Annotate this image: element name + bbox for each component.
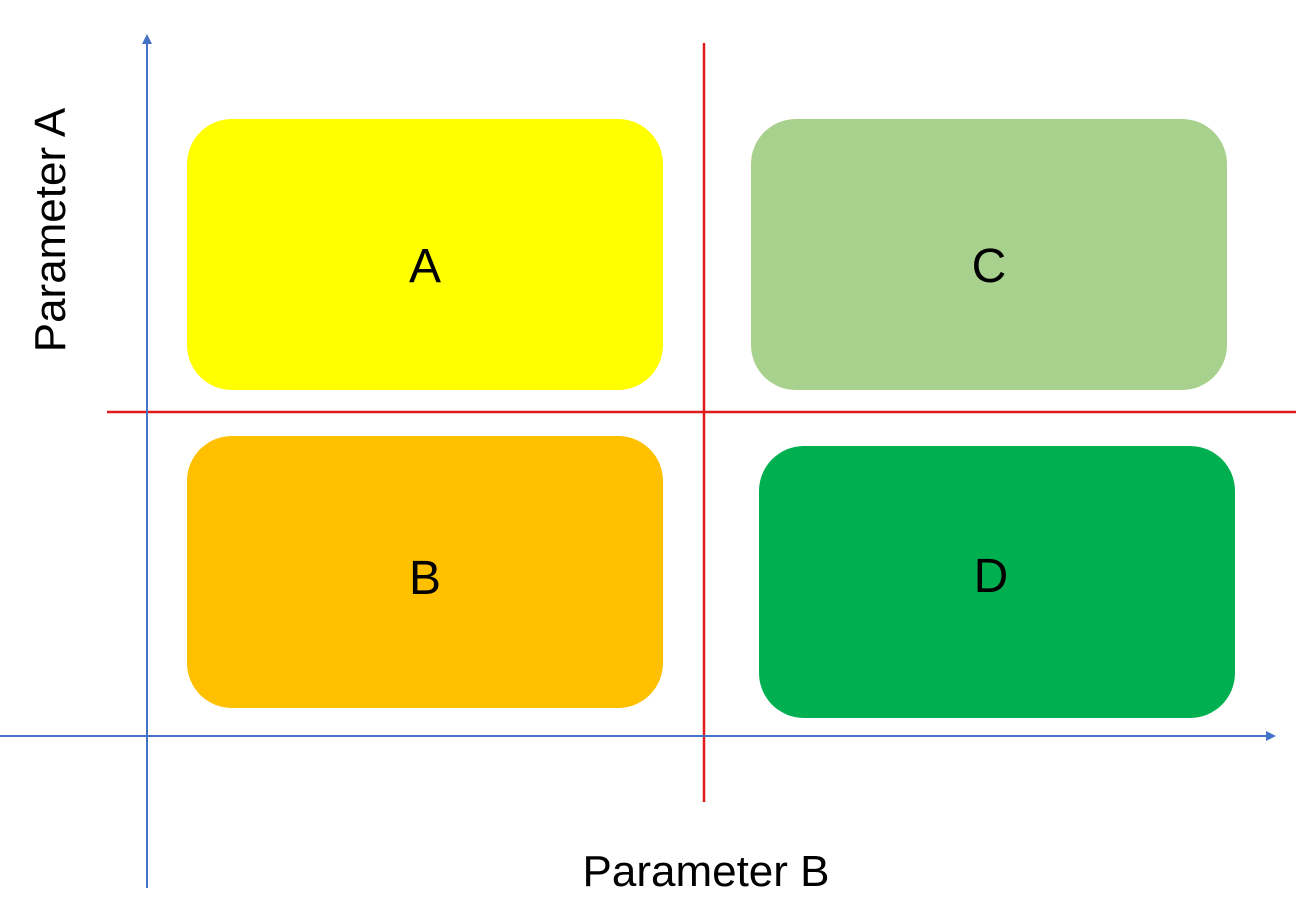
y-axis-label: Parameter A bbox=[26, 107, 75, 352]
quadrant-box-a bbox=[187, 119, 663, 390]
quadrant-label-a: A bbox=[409, 240, 441, 293]
quadrant-box-b bbox=[187, 436, 663, 708]
quadrant-box-c bbox=[751, 119, 1227, 390]
x-axis-label: Parameter B bbox=[583, 847, 830, 896]
quadrant-label-c: C bbox=[972, 240, 1007, 293]
quadrant-box-d bbox=[759, 446, 1235, 718]
quadrant-label-b: B bbox=[409, 552, 441, 605]
quadrant-label-d: D bbox=[974, 550, 1009, 603]
